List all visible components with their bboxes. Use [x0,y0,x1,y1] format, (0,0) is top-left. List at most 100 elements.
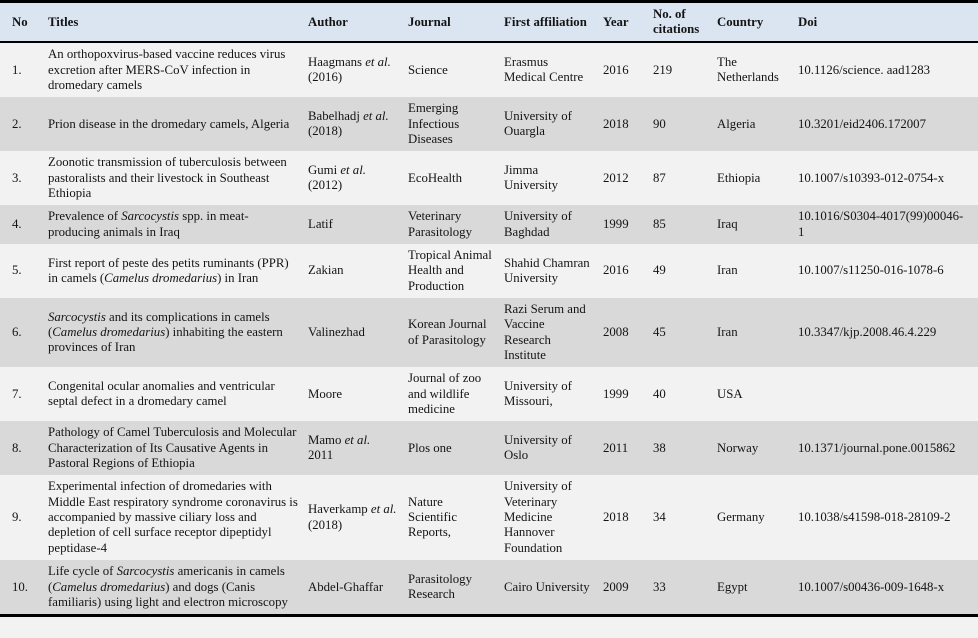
text-segment: Valinezhad [308,325,365,340]
paper-row: 9. Experimental infection of dromedaries … [0,475,978,561]
cell-title: Experimental infection of dromedaries wi… [48,475,308,561]
cell-author: Mamo et al. 2011 [308,421,408,476]
cell-year: 2009 [603,560,653,616]
column-header-author: Author [308,1,408,44]
cell-title: First report of peste des petits ruminan… [48,243,308,298]
paper-row: 10. Life cycle of Sarcocystis americanis … [0,560,978,616]
text-segment: americanis in camels ( [48,564,285,594]
cell-affiliation: University of Missouri, [504,367,603,422]
cell-country: Norway [717,421,798,476]
text-segment: Mamo [308,433,345,448]
cell-citations: 34 [653,475,717,561]
column-header-journal: Journal [408,1,504,44]
cell-no: 10. [0,560,48,616]
cell-affiliation: University of Veterinary Medicine Hannov… [504,475,603,561]
cell-journal: Nature Scientific Reports, [408,475,504,561]
cell-author: Gumi et al. (2012) [308,151,408,206]
cell-citations: 87 [653,151,717,206]
text-segment: Haagmans [308,54,366,69]
cell-year: 2008 [603,298,653,368]
text-segment: (2016) [308,70,343,85]
cell-affiliation: Erasmus Medical Centre [504,42,603,98]
cell-author: Haverkamp et al. (2018) [308,475,408,561]
cell-author: Latif [308,205,408,244]
cell-doi: 10.1007/s10393-012-0754-x [798,151,978,206]
text-segment: 2011 [308,448,334,463]
cell-citations: 85 [653,205,717,244]
cell-no: 9. [0,475,48,561]
cell-doi [798,367,978,422]
text-segment: Zoonotic transmission of tuberculosis be… [48,155,287,200]
text-segment: (2018) [308,124,343,139]
text-segment: (2018) [308,517,343,532]
cell-title: Zoonotic transmission of tuberculosis be… [48,151,308,206]
cell-journal: Parasitology Research [408,560,504,616]
cell-country: Iran [717,243,798,298]
cell-journal: Tropical Animal Health and Production [408,243,504,298]
cell-no: 4. [0,205,48,244]
cell-year: 2016 [603,42,653,98]
cell-country: USA [717,367,798,422]
cell-doi: 10.1007/s11250-016-1078-6 [798,243,978,298]
text-segment: (2012) [308,178,343,193]
text-segment: ) and dogs (Canis familiaris) using ligh… [48,579,288,609]
header-row: No Titles Author Journal First affiliati… [0,1,978,44]
cell-affiliation: Cairo University [504,560,603,616]
cell-country: Germany [717,475,798,561]
cell-year: 1999 [603,367,653,422]
cell-author: Valinezhad [308,298,408,368]
cell-no: 2. [0,97,48,152]
paper-row: 4. Prevalence of Sarcocystis spp. in meat… [0,205,978,244]
text-segment: An orthopoxvirus-based vaccine reduces v… [48,47,286,92]
cell-journal: Emerging Infectious Diseases [408,97,504,152]
cell-affiliation: Razi Serum and Vaccine Research Institut… [504,298,603,368]
cell-doi: 10.1126/science. aad1283 [798,42,978,98]
cell-title: Life cycle of Sarcocystis americanis in … [48,560,308,616]
cell-affiliation: Jimma University [504,151,603,206]
text-segment: Congenital ocular anomalies and ventricu… [48,379,275,409]
text-segment: ) in Iran [217,270,259,285]
paper-row: 8. Pathology of Camel Tuberculosis and Mo… [0,421,978,476]
text-segment: and its complications in camels ( [48,309,270,340]
cell-author: Zakian [308,243,408,298]
cell-no: 3. [0,151,48,206]
text-segment: Life cycle of [48,564,117,579]
citations-table: No Titles Author Journal First affiliati… [0,0,978,618]
text-segment: Prion disease in the dromedary camels, A… [48,116,290,131]
text-segment: Prevalence of [48,209,122,224]
paper-row: 3. Zoonotic transmission of tuberculosis … [0,151,978,206]
cell-affiliation: Shahid Chamran University [504,243,603,298]
cell-country: Egypt [717,560,798,616]
cell-journal: Journal of zoo and wildlife medicine [408,367,504,422]
cell-no: 6. [0,298,48,368]
italic-text: et al. [370,502,397,517]
cell-no: 8. [0,421,48,476]
cell-year: 2018 [603,475,653,561]
cell-no: 5. [0,243,48,298]
cell-year: 2016 [603,243,653,298]
cell-doi: 10.3347/kjp.2008.46.4.229 [798,298,978,368]
italic-text: et al. [344,433,371,448]
cell-citations: 33 [653,560,717,616]
cell-affiliation: University of Ouargla [504,97,603,152]
cell-author: Haagmans et al. (2016) [308,42,408,98]
column-header-titles: Titles [48,1,308,44]
text-segment: Experimental infection of dromedaries wi… [48,479,298,555]
text-segment: Pathology of Camel Tuberculosis and Mole… [48,425,297,471]
cell-journal: Veterinary Parasitology [408,205,504,244]
italic-text: et al. [365,54,391,69]
text-segment: ) inhabiting the eastern provinces of Ir… [48,325,283,355]
paper-row: 7. Congenital ocular anomalies and ventri… [0,367,978,422]
cell-no: 7. [0,367,48,422]
column-header-doi: Doi [798,1,978,44]
italic-text: Sarcocystis [121,209,180,224]
column-header-first-affiliation: First affiliation [504,1,603,44]
cell-doi: 10.1007/s00436-009-1648-x [798,560,978,616]
column-header-citations: No. of citations [653,1,717,44]
cell-country: Ethiopia [717,151,798,206]
italic-text: Camelus dromedarius [104,270,218,285]
table-header: No Titles Author Journal First affiliati… [0,1,978,44]
cell-citations: 40 [653,367,717,422]
italic-text: Sarcocystis [116,564,175,579]
italic-text: et al. [340,162,366,177]
